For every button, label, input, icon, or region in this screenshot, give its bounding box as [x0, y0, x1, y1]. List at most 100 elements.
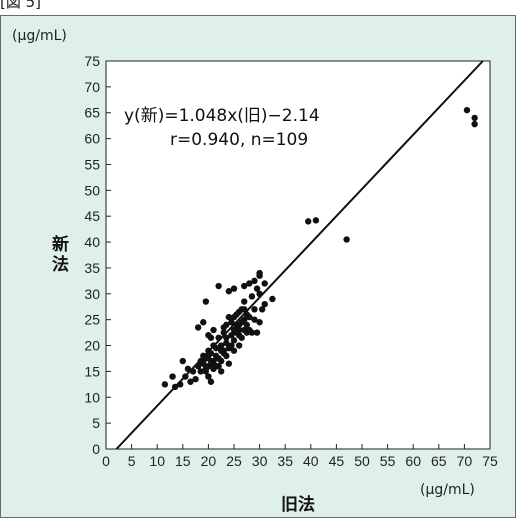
data-point [205, 373, 212, 380]
y-axis-label: 新法 [52, 234, 69, 275]
y-tick-label: 25 [84, 312, 100, 328]
data-point [218, 357, 225, 365]
data-point [253, 329, 261, 336]
y-tick-label: 45 [84, 208, 100, 224]
data-point [235, 342, 243, 349]
x-tick-label: 60 [405, 453, 421, 469]
data-point [197, 368, 204, 375]
data-point [471, 120, 478, 128]
x-tick-label: 40 [303, 453, 319, 469]
data-point [207, 334, 215, 341]
y-tick-label: 15 [84, 363, 100, 379]
data-point [230, 347, 238, 354]
data-point [225, 288, 233, 295]
y-tick-label: 60 [84, 131, 100, 147]
data-point [194, 363, 202, 370]
data-point [215, 334, 222, 341]
data-point [179, 357, 186, 365]
data-point [225, 313, 233, 321]
x-tick-label: 25 [226, 453, 242, 469]
data-point [241, 282, 248, 290]
x-axis-ticks: 0 5 10 15 20 25 30 35 40 45 50 55 60 65 70 75 [102, 444, 498, 469]
data-point [235, 326, 243, 334]
data-point [223, 321, 230, 329]
data-point [246, 313, 253, 321]
data-point [218, 342, 225, 349]
y-tick-label: 35 [84, 260, 100, 276]
data-point [228, 342, 235, 349]
y-axis-unit: (μg/mL) [12, 28, 67, 44]
data-point [235, 331, 243, 339]
data-point [253, 285, 261, 292]
data-point [471, 114, 478, 122]
data-point [256, 269, 263, 277]
data-point [228, 331, 235, 339]
x-tick-label: 0 [102, 453, 110, 469]
plot-area [105, 60, 491, 450]
figure-bracket-label: [図 5] [0, 0, 42, 11]
data-point [228, 319, 235, 326]
data-point [463, 106, 471, 114]
y-tick-label: 20 [84, 338, 100, 354]
x-tick-label: 45 [329, 453, 345, 469]
data-point [207, 378, 215, 385]
data-point [246, 280, 253, 287]
y-tick-label: 10 [84, 389, 100, 405]
y-tick-label: 65 [84, 105, 100, 121]
x-axis-label: 旧法 [281, 494, 315, 515]
data-point [218, 347, 225, 354]
data-point [312, 217, 320, 224]
data-point [169, 373, 176, 380]
data-point [343, 236, 350, 243]
data-point [202, 365, 210, 373]
y-tick-label: 5 [92, 415, 100, 431]
data-point [251, 277, 258, 285]
y-tick-label: 70 [84, 79, 100, 95]
data-point [223, 339, 230, 347]
x-tick-label: 50 [354, 453, 370, 469]
x-tick-label: 20 [201, 453, 217, 469]
x-tick-label: 30 [252, 453, 268, 469]
data-point [200, 360, 207, 367]
data-point [256, 290, 263, 297]
data-point [225, 360, 233, 367]
data-point [223, 352, 230, 360]
x-axis-unit: (μg/mL) [420, 482, 475, 498]
data-point [184, 365, 192, 373]
y-axis-label-char: 法 [52, 254, 69, 275]
data-point [200, 319, 207, 326]
x-tick-label: 5 [128, 453, 136, 469]
x-tick-label: 35 [277, 453, 293, 469]
data-point [187, 378, 194, 385]
data-point [212, 344, 220, 352]
data-point [210, 326, 217, 334]
y-tick-label: 50 [84, 182, 100, 198]
data-point [177, 381, 184, 388]
data-point [241, 316, 248, 323]
data-point [241, 306, 248, 313]
data-point [305, 218, 312, 225]
data-point [248, 293, 256, 300]
correlation-stats: r=0.940, n=109 [170, 130, 308, 150]
data-point [189, 368, 197, 375]
data-point [258, 306, 266, 313]
data-point [205, 352, 212, 360]
regression-equation: y(新)=1.048x(旧)−2.14 [124, 106, 320, 126]
y-tick-label: 0 [92, 441, 100, 457]
x-tick-label: 10 [149, 453, 165, 469]
data-point [215, 363, 222, 370]
x-tick-label: 75 [482, 453, 498, 469]
x-tick-label: 55 [380, 453, 396, 469]
y-tick-label: 40 [84, 234, 100, 250]
data-point [243, 321, 250, 329]
data-point [182, 373, 189, 380]
data-point [218, 368, 225, 375]
data-point [220, 329, 227, 336]
data-point [269, 295, 276, 303]
data-point [171, 383, 179, 391]
data-point [261, 300, 268, 308]
data-point [161, 381, 169, 388]
data-point [192, 375, 199, 383]
data-point [251, 316, 258, 323]
